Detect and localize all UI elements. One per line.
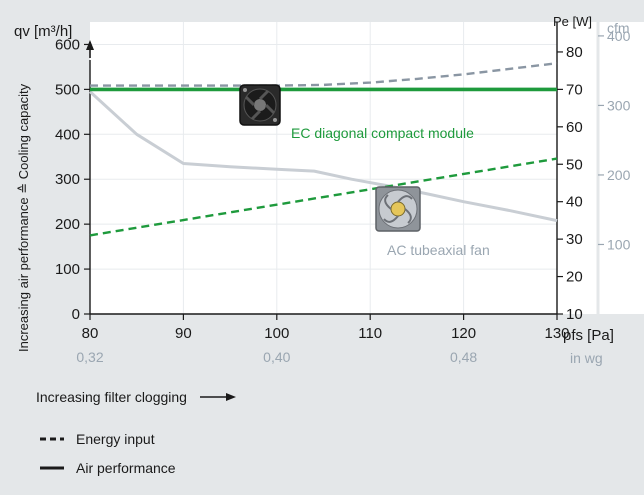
series-layer — [88, 62, 558, 237]
series-line-ac-air — [88, 90, 558, 223]
legend: Energy input Air performance — [40, 431, 176, 476]
x-tick-label: 130 — [544, 325, 569, 342]
x-tick-label: 90 — [175, 325, 192, 342]
right-tick-label: 10 — [566, 306, 583, 323]
right-tick-label: 20 — [566, 269, 583, 286]
right-tick-label: 30 — [566, 231, 583, 248]
ec-module-label: EC diagonal compact module — [291, 125, 474, 141]
left-tick-label: 0 — [72, 306, 80, 323]
right-axis-title: Pe [W] — [553, 14, 592, 29]
x-axis-title: pfs [Pa] — [563, 327, 614, 344]
x-tick-label: 100 — [264, 325, 289, 342]
ac-tubeaxial-fan-image — [375, 186, 421, 232]
legend-air-performance: Air performance — [76, 460, 176, 476]
cfm-tick-label: 200 — [607, 167, 631, 183]
ac-fan-label: AC tubeaxial fan — [387, 242, 490, 258]
filter-clogging-arrow — [200, 393, 236, 401]
cfm-axis-title: cfm — [607, 20, 630, 36]
left-tick-label: 500 — [55, 81, 80, 98]
x-axis-secondary-title: in wg — [570, 350, 603, 366]
left-tick-label: 400 — [55, 126, 80, 143]
cfm-tick-label: 300 — [607, 97, 631, 113]
legend-energy-input: Energy input — [76, 431, 155, 447]
x-tick-label: 110 — [358, 325, 382, 342]
cfm-tick-label: 400 — [607, 28, 631, 44]
x-tick-label: 80 — [82, 325, 99, 342]
series-line-ec-energy — [89, 157, 558, 237]
left-tick-label: 300 — [55, 171, 80, 188]
left-tick-label: 600 — [55, 36, 80, 53]
right-tick-label: 50 — [566, 156, 583, 173]
x-secondary-tick-label: 0,32 — [76, 349, 103, 365]
ec-compact-module-image — [239, 84, 281, 126]
right-tick-label: 70 — [566, 81, 583, 98]
cfm-panel — [598, 22, 644, 314]
right-tick-label: 60 — [566, 119, 583, 136]
axis-ticks: 0 100 200 300 400 500 600 10 20 30 40 50 60 70 80 100 20… — [55, 28, 631, 365]
left-tick-label: 100 — [55, 261, 80, 278]
right-tick-label: 40 — [566, 194, 583, 211]
left-tick-label: 200 — [55, 216, 80, 233]
x-tick-label: 120 — [451, 325, 476, 342]
x-secondary-tick-label: 0,40 — [263, 349, 290, 365]
series-line-ac-energy — [90, 62, 558, 87]
x-secondary-tick-label: 0,48 — [450, 349, 477, 365]
left-axis-title: qv [m³/h] — [14, 23, 72, 40]
filter-clogging-caption: Increasing filter clogging — [36, 389, 187, 405]
cfm-tick-label: 100 — [607, 236, 631, 252]
left-axis-description: Increasing air performance ≙ Cooling cap… — [16, 83, 31, 352]
plot-area — [90, 22, 598, 314]
right-tick-label: 80 — [566, 44, 583, 61]
